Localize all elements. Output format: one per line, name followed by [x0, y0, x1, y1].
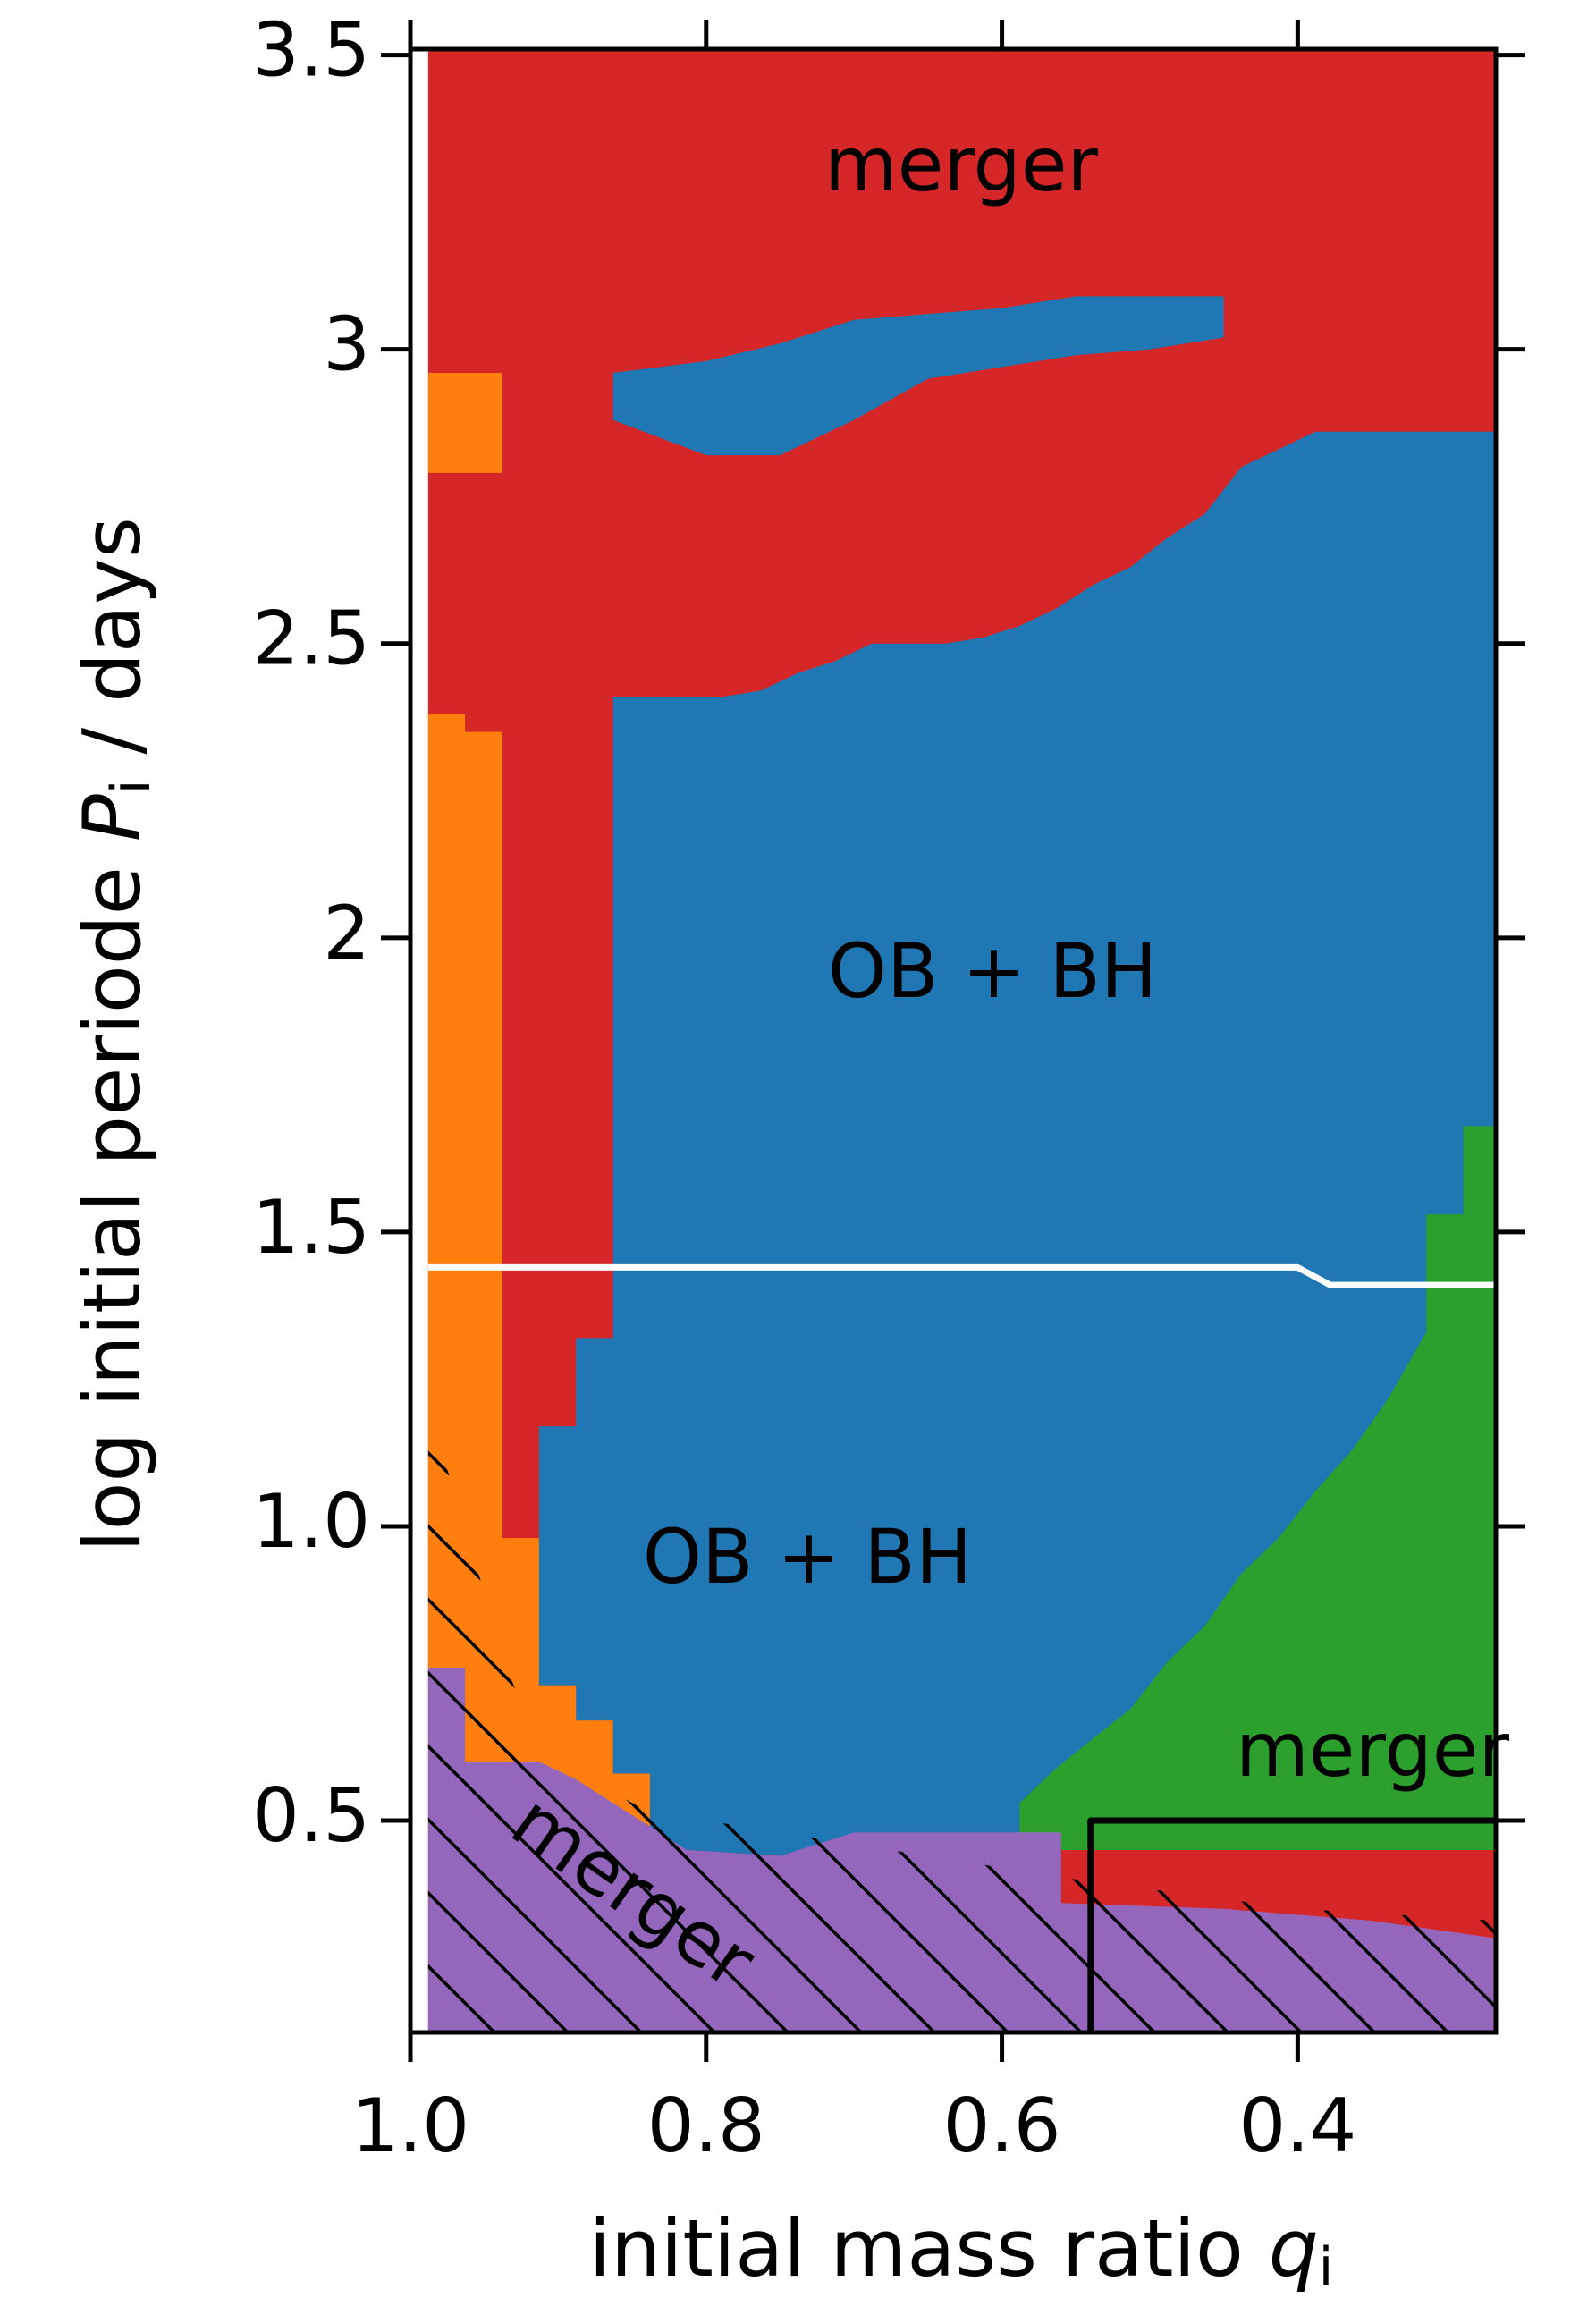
y-axis-label-unit: / days — [66, 517, 158, 779]
plot-frame — [408, 46, 1499, 2035]
region — [612, 296, 1224, 456]
y-tick-label: 3.5 — [252, 7, 370, 94]
boundary-line — [427, 1263, 1496, 1288]
y-axis-label: log initial periode Pi / days — [66, 517, 163, 1552]
y-axis-label-var: P — [66, 794, 158, 841]
x-axis-label: initial mass ratio qi — [589, 2202, 1334, 2299]
region — [538, 431, 1496, 1856]
y-tick-label: 3 — [323, 301, 370, 388]
x-tick-label: 1.0 — [351, 2083, 469, 2169]
y-tick-label: 0.5 — [252, 1772, 370, 1859]
hatched-region — [427, 1408, 1496, 2032]
annotation: OB + BH — [828, 927, 1157, 1015]
x-tick-label: 0.8 — [647, 2083, 765, 2169]
y-tick-label: 1.0 — [252, 1478, 370, 1565]
y-axis-label-text: log initial periode — [66, 841, 158, 1552]
region — [1019, 1126, 1496, 1850]
plot-area — [427, 49, 1496, 2032]
x-axis-label-sub: i — [1319, 2236, 1334, 2299]
region — [427, 372, 502, 473]
y-tick-label: 1.5 — [252, 1184, 370, 1271]
y-tick-label: 2.5 — [252, 596, 370, 682]
boundary-line — [1087, 1817, 1496, 2032]
y-axis-label-sub: i — [100, 780, 163, 795]
x-tick-label: 0.6 — [943, 2083, 1061, 2169]
annotation: OB + BH — [643, 1513, 972, 1601]
y-tick-label: 2 — [323, 890, 370, 976]
x-tick-label: 0.4 — [1238, 2083, 1356, 2169]
x-axis-label-text: initial mass ratio — [589, 2202, 1269, 2294]
x-axis-label-var: q — [1269, 2202, 1319, 2294]
annotation: merger — [824, 121, 1099, 208]
annotation: merger — [1236, 1706, 1510, 1794]
